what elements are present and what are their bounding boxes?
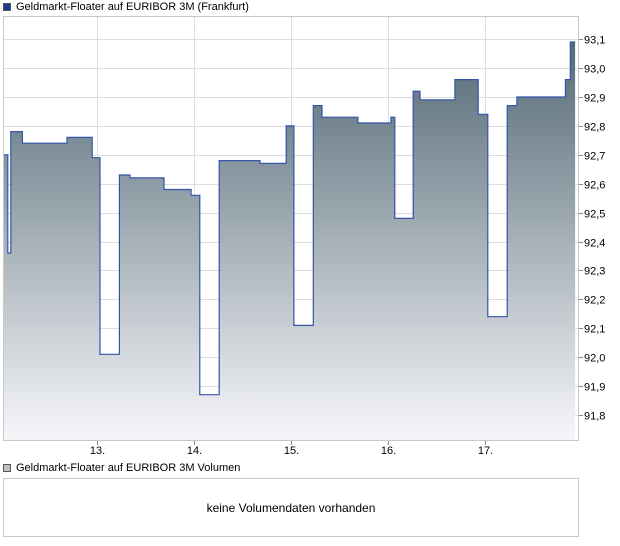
y-tick-label: 92,7	[584, 151, 605, 163]
y-tick-label: 92,3	[584, 266, 605, 278]
price-area	[3, 42, 576, 441]
legend-price-label: Geldmarkt-Floater auf EURIBOR 3M (Frankf…	[16, 1, 249, 13]
volume-empty-message: keine Volumendaten vorhanden	[206, 500, 376, 515]
price-line	[3, 41, 576, 396]
x-tick-label: 14.	[187, 445, 202, 457]
legend-volume-label: Geldmarkt-Floater auf EURIBOR 3M Volumen	[16, 462, 241, 474]
y-tick-label: 92,6	[584, 180, 605, 192]
y-tick-label: 92,9	[584, 93, 605, 105]
x-tick-label: 15.	[284, 445, 299, 457]
x-tick-label: 16.	[381, 445, 396, 457]
price-chart: 93,1 93,0 92,9 92,8 92,7 92,6 92,5 92,4 92,3 92,2…	[3, 16, 605, 457]
y-tick-label: 91,8	[584, 411, 605, 423]
y-tick-label: 92,2	[584, 295, 605, 307]
y-tick-label: 92,4	[584, 238, 605, 250]
y-tick-label: 92,5	[584, 209, 605, 221]
y-tick-label: 92,8	[584, 122, 605, 134]
legend-volume-swatch	[3, 464, 11, 472]
x-tick-label: 13.	[90, 445, 105, 457]
volume-panel: keine Volumendaten vorhanden	[3, 478, 579, 537]
legend-price: Geldmarkt-Floater auf EURIBOR 3M (Frankf…	[3, 0, 249, 14]
y-tick-label: 93,0	[584, 64, 605, 76]
y-tick-label: 92,1	[584, 324, 605, 336]
legend-price-swatch	[3, 3, 11, 11]
y-tick-label: 93,1	[584, 35, 605, 47]
y-tick-label: 91,9	[584, 382, 605, 394]
x-tick-label: 17.	[478, 445, 493, 457]
y-tick-label: 92,0	[584, 353, 605, 365]
legend-volume: Geldmarkt-Floater auf EURIBOR 3M Volumen	[3, 461, 240, 475]
plot-frame	[3, 16, 579, 441]
